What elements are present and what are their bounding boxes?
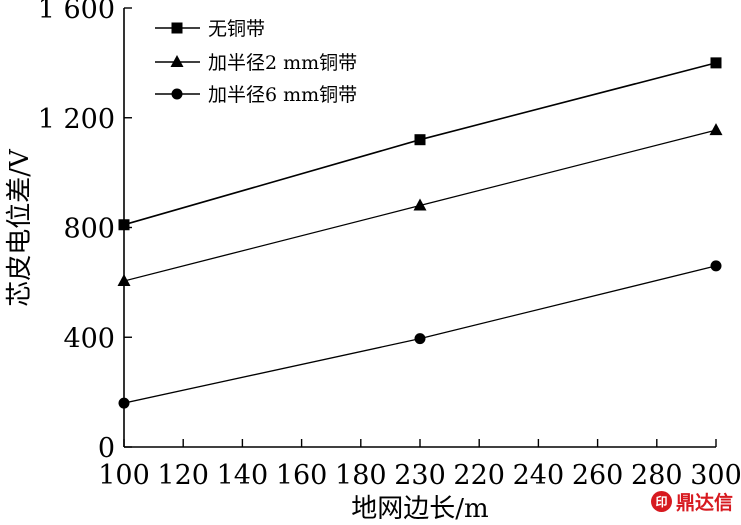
watermark: 印 鼎达信 xyxy=(650,488,733,515)
data-point-circle xyxy=(710,260,722,272)
tick-marks xyxy=(123,7,717,448)
x-tick-label: 260 xyxy=(572,460,624,491)
x-tick-label: 300 xyxy=(690,460,741,491)
data-point-circle xyxy=(118,397,130,409)
y-tick-label: 800 xyxy=(63,214,115,245)
x-tick-label: 280 xyxy=(631,460,683,491)
data-point-square xyxy=(710,57,722,69)
legend-label: 加半径6 mm铜带 xyxy=(208,84,357,106)
y-tick-label: 1 600 xyxy=(38,0,115,25)
x-tick-labels: 100 120 140 160 180 230 220 240 260 280 300 xyxy=(98,460,741,491)
data-point-square xyxy=(414,134,426,146)
data-point-triangle xyxy=(170,55,184,67)
data-point-triangle xyxy=(709,123,723,136)
x-tick-label: 240 xyxy=(513,460,565,491)
watermark-logo-icon: 印 xyxy=(650,491,672,512)
x-tick-label: 180 xyxy=(335,460,387,491)
x-tick-label: 160 xyxy=(276,460,328,491)
x-axis-title: 地网边长/m xyxy=(351,494,488,524)
y-tick-label: 0 xyxy=(98,433,115,464)
x-tick-label: 100 xyxy=(98,460,150,491)
data-point-circle xyxy=(414,333,426,345)
x-tick-label: 220 xyxy=(453,460,505,491)
legend-label: 加半径2 mm铜带 xyxy=(208,52,357,74)
legend-label: 无铜带 xyxy=(208,18,265,40)
y-axis-title: 芯皮电位差/V xyxy=(5,148,35,307)
x-tick-label: 230 xyxy=(394,460,446,491)
y-tick-label: 1 200 xyxy=(38,104,115,135)
data-point-triangle xyxy=(117,274,131,287)
watermark-text: 鼎达信 xyxy=(675,492,733,514)
data-point-square xyxy=(171,22,183,34)
y-tick-labels: 0 400 800 1 200 1 600 xyxy=(38,0,115,464)
x-tick-label: 140 xyxy=(217,460,269,491)
y-tick-label: 400 xyxy=(63,323,115,354)
x-tick-label: 120 xyxy=(157,460,209,491)
data-point-triangle xyxy=(413,198,427,211)
series-markers xyxy=(117,57,723,409)
data-point-circle xyxy=(171,88,183,100)
series-lines xyxy=(123,62,717,404)
data-point-square xyxy=(118,219,130,231)
